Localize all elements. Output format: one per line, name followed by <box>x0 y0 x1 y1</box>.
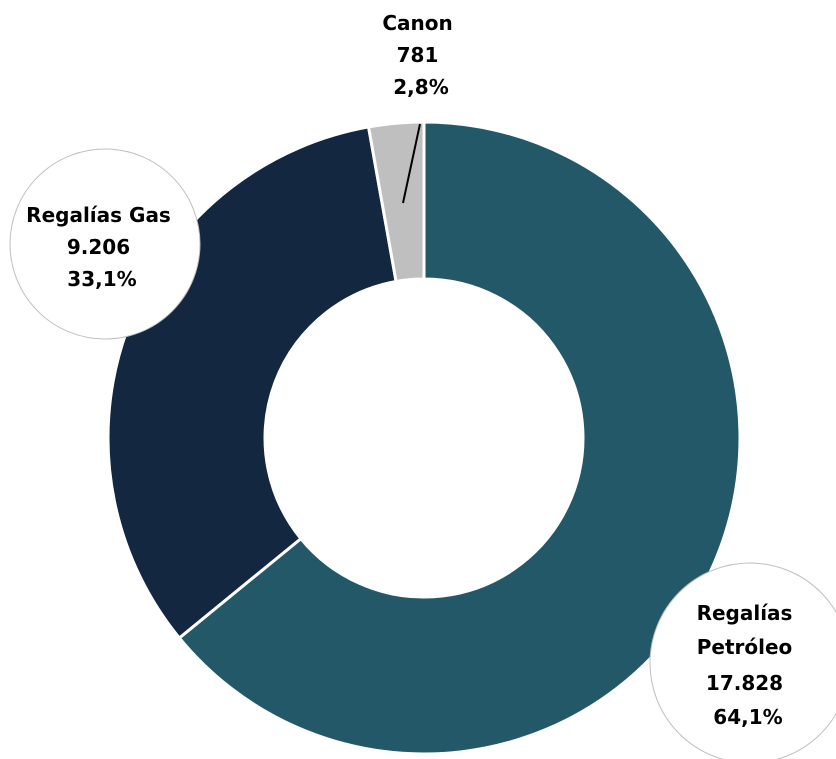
slice-regalias-petroleo <box>177 120 742 756</box>
slice-value-regalias-gas: 9.206 <box>67 235 130 259</box>
slice-label-regalias-gas: Regalías Gas 9.206 33,1% <box>26 203 178 291</box>
slice-canon <box>366 120 426 284</box>
slice-percent-canon: 2,8% <box>393 75 448 99</box>
slices-group <box>106 120 742 756</box>
slice-label-regalias-petroleo: Regalías Petróleo 17.828 64,1% <box>697 601 800 729</box>
slice-percent-regalias-gas: 33,1% <box>67 267 136 291</box>
slice-name-line1-regalias-petroleo: Regalías <box>697 601 793 625</box>
slice-name-regalias-gas: Regalías Gas <box>26 203 171 227</box>
leader-line-canon <box>402 123 421 204</box>
slice-name-canon: Canon <box>382 11 452 35</box>
slice-label-canon: Canon 781 2,8% <box>382 11 459 99</box>
slice-percent-regalias-petroleo: 64,1% <box>713 705 782 729</box>
slice-name-line2-regalias-petroleo: Petróleo <box>697 635 793 659</box>
slice-value-canon: 781 <box>397 43 439 67</box>
callout-bubble-regalias-petroleo <box>649 562 836 759</box>
slice-value-regalias-petroleo: 17.828 <box>706 671 783 695</box>
callout-bubble-regalias-gas <box>9 148 201 340</box>
